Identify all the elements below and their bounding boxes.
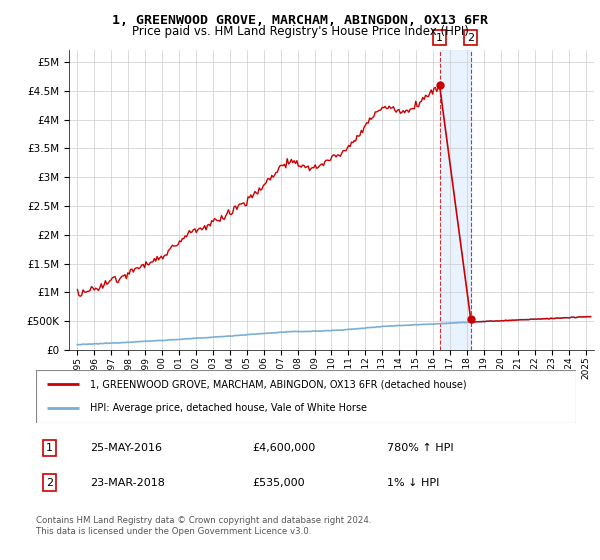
Text: 1, GREENWOOD GROVE, MARCHAM, ABINGDON, OX13 6FR (detached house): 1, GREENWOOD GROVE, MARCHAM, ABINGDON, O… bbox=[90, 380, 467, 390]
Bar bbox=[440, 50, 471, 350]
Text: HPI: Average price, detached house, Vale of White Horse: HPI: Average price, detached house, Vale… bbox=[90, 403, 367, 413]
Text: 23-MAR-2018: 23-MAR-2018 bbox=[90, 478, 165, 488]
Text: 25-MAY-2016: 25-MAY-2016 bbox=[90, 443, 162, 453]
Text: £535,000: £535,000 bbox=[252, 478, 305, 488]
Text: 2: 2 bbox=[467, 32, 474, 43]
Text: Price paid vs. HM Land Registry's House Price Index (HPI): Price paid vs. HM Land Registry's House … bbox=[131, 25, 469, 38]
Text: 1: 1 bbox=[436, 32, 443, 43]
Text: Contains HM Land Registry data © Crown copyright and database right 2024.
This d: Contains HM Land Registry data © Crown c… bbox=[36, 516, 371, 536]
Text: 1% ↓ HPI: 1% ↓ HPI bbox=[387, 478, 439, 488]
Text: 2: 2 bbox=[46, 478, 53, 488]
Text: 1, GREENWOOD GROVE, MARCHAM, ABINGDON, OX13 6FR: 1, GREENWOOD GROVE, MARCHAM, ABINGDON, O… bbox=[112, 14, 488, 27]
Text: 780% ↑ HPI: 780% ↑ HPI bbox=[387, 443, 454, 453]
Text: 1: 1 bbox=[46, 443, 53, 453]
Text: £4,600,000: £4,600,000 bbox=[252, 443, 315, 453]
